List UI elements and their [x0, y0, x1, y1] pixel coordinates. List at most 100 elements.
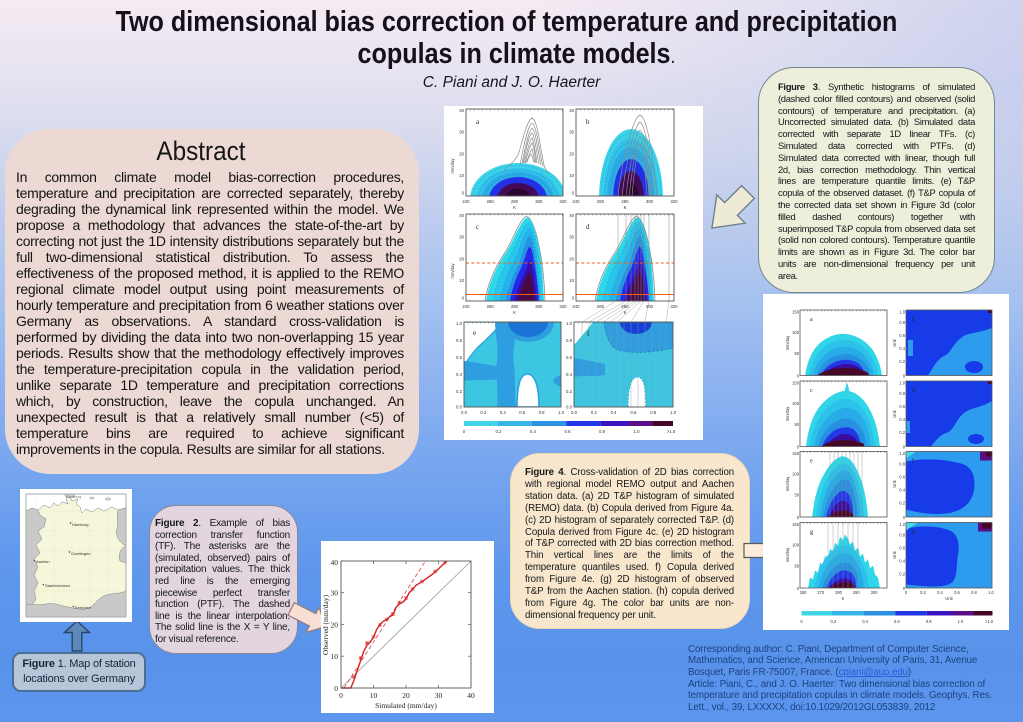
svg-text:0.8: 0.8 — [926, 619, 932, 624]
svg-text:mm/day: mm/day — [785, 547, 790, 563]
svg-text:0: 0 — [463, 429, 466, 434]
svg-text:10: 10 — [459, 278, 464, 283]
svg-text:40: 40 — [569, 213, 574, 218]
svg-text:100: 100 — [792, 401, 800, 406]
svg-text:0.4: 0.4 — [456, 372, 463, 377]
svg-text:K: K — [624, 205, 627, 210]
svg-text:1.0: 1.0 — [566, 321, 573, 326]
svg-text:0: 0 — [572, 296, 575, 301]
svg-text:40: 40 — [467, 691, 475, 700]
svg-text:10: 10 — [331, 652, 339, 661]
svg-text:>1.0: >1.0 — [985, 619, 994, 624]
svg-text:280: 280 — [511, 304, 519, 309]
svg-text:1.0: 1.0 — [634, 429, 641, 434]
svg-text:10: 10 — [459, 173, 464, 178]
svg-text:0: 0 — [797, 515, 800, 520]
svg-text:Hamburg: Hamburg — [72, 522, 88, 527]
svg-text:0: 0 — [903, 445, 906, 450]
svg-text:0: 0 — [903, 586, 906, 591]
svg-text:150: 150 — [792, 522, 800, 527]
svg-text:1.0: 1.0 — [958, 619, 964, 624]
svg-text:Observed (mm/day): Observed (mm/day) — [321, 594, 330, 655]
svg-text:0.8: 0.8 — [899, 533, 905, 538]
svg-text:260: 260 — [487, 304, 495, 309]
svg-text:0.2: 0.2 — [830, 619, 836, 624]
svg-text:f: f — [912, 458, 914, 465]
svg-text:e: e — [473, 329, 476, 337]
svg-text:240: 240 — [462, 304, 470, 309]
svg-text:mm/day: mm/day — [785, 406, 790, 422]
svg-text:30: 30 — [569, 235, 574, 240]
svg-text:300: 300 — [646, 304, 654, 309]
svg-text:a: a — [476, 118, 480, 126]
svg-text:0.4: 0.4 — [899, 346, 905, 351]
svg-text:0.2: 0.2 — [899, 501, 905, 506]
svg-text:d: d — [912, 388, 915, 394]
svg-text:320: 320 — [670, 199, 678, 204]
svg-text:a: a — [810, 317, 813, 323]
svg-text:mm/day: mm/day — [785, 476, 790, 492]
svg-text:1.0: 1.0 — [899, 381, 905, 386]
svg-text:0: 0 — [462, 296, 465, 301]
svg-text:0.0: 0.0 — [456, 405, 463, 410]
svg-text:240: 240 — [462, 199, 470, 204]
svg-text:b: b — [586, 118, 590, 126]
svg-text:f: f — [587, 330, 590, 338]
svg-text:K: K — [624, 310, 627, 315]
svg-text:0: 0 — [339, 691, 343, 700]
svg-text:30: 30 — [331, 589, 339, 598]
svg-text:0: 0 — [334, 684, 338, 693]
svg-text:0.6: 0.6 — [899, 475, 905, 480]
svg-text:300: 300 — [646, 199, 654, 204]
svg-text:c: c — [810, 388, 813, 394]
svg-text:1.0: 1.0 — [899, 522, 905, 527]
svg-text:>1.0: >1.0 — [667, 429, 676, 434]
svg-text:Unit: Unit — [892, 338, 897, 346]
svg-text:0.4: 0.4 — [566, 372, 573, 377]
svg-text:0: 0 — [797, 374, 800, 379]
svg-text:0.4: 0.4 — [611, 410, 618, 415]
svg-text:h: h — [912, 530, 915, 536]
svg-text:Unit: Unit — [892, 550, 897, 558]
svg-text:0.6: 0.6 — [954, 590, 960, 595]
svg-text:0.8: 0.8 — [539, 410, 546, 415]
svg-text:0.6: 0.6 — [456, 355, 463, 360]
svg-text:20: 20 — [402, 691, 410, 700]
svg-text:100: 100 — [792, 330, 800, 335]
svg-text:100: 100 — [792, 543, 800, 548]
svg-text:240: 240 — [572, 199, 580, 204]
svg-text:240: 240 — [572, 304, 580, 309]
svg-text:0.8: 0.8 — [599, 429, 606, 434]
svg-text:0: 0 — [572, 191, 575, 196]
svg-text:50: 50 — [794, 351, 799, 356]
svg-text:0: 0 — [800, 619, 803, 624]
svg-text:Unit: Unit — [892, 409, 897, 417]
svg-text:0.4: 0.4 — [899, 559, 905, 564]
svg-text:260: 260 — [800, 590, 808, 595]
svg-text:1.0: 1.0 — [670, 410, 677, 415]
svg-text:e: e — [810, 459, 813, 465]
svg-text:0.4: 0.4 — [937, 590, 943, 595]
svg-text:Saarbruecken: Saarbruecken — [45, 583, 70, 588]
svg-text:280: 280 — [511, 199, 519, 204]
svg-text:c: c — [476, 223, 479, 231]
svg-text:320: 320 — [559, 304, 567, 309]
svg-text:30: 30 — [435, 691, 443, 700]
svg-text:Simulated (mm/day): Simulated (mm/day) — [375, 701, 437, 710]
svg-text:0.6: 0.6 — [894, 619, 900, 624]
svg-text:260: 260 — [597, 304, 605, 309]
svg-text:K: K — [513, 205, 516, 210]
svg-text:Kempten: Kempten — [75, 605, 91, 610]
svg-text:Flensburg: Flensburg — [66, 495, 81, 499]
svg-text:50: 50 — [794, 493, 799, 498]
svg-text:0.2: 0.2 — [496, 429, 503, 434]
svg-text:0.2: 0.2 — [899, 572, 905, 577]
svg-text:0.6: 0.6 — [899, 333, 905, 338]
svg-text:20: 20 — [569, 257, 574, 262]
svg-text:0.0: 0.0 — [571, 410, 578, 415]
svg-text:0.8: 0.8 — [899, 320, 905, 325]
svg-text:40: 40 — [459, 213, 464, 218]
svg-text:0.2: 0.2 — [920, 590, 926, 595]
svg-text:100: 100 — [792, 472, 800, 477]
svg-text:0.8: 0.8 — [899, 462, 905, 467]
